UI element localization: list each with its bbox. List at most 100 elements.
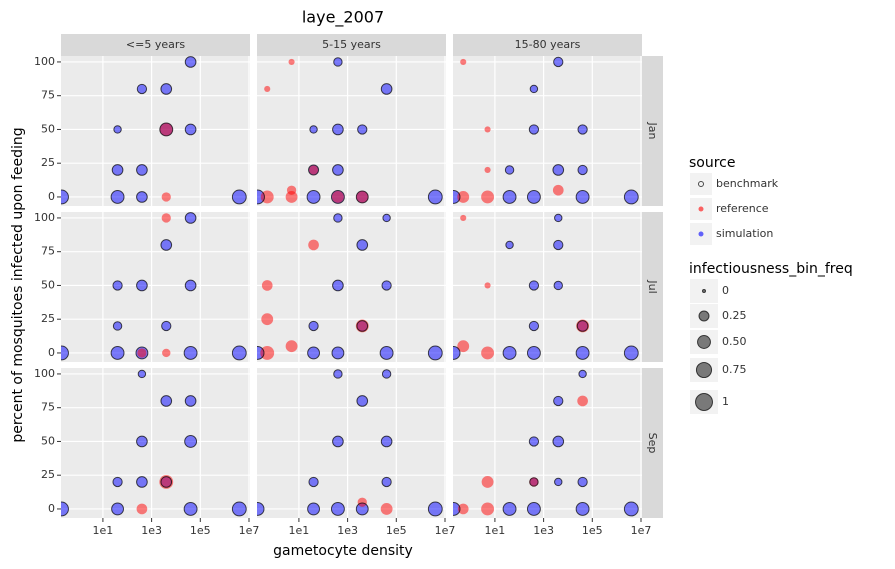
facet-strip: [61, 34, 250, 56]
point: [355, 319, 369, 333]
point: [576, 502, 590, 516]
point: [428, 502, 443, 516]
legend-key: [690, 173, 712, 195]
point: [136, 436, 148, 447]
point: [526, 346, 541, 360]
point: [333, 213, 343, 223]
point: [552, 164, 564, 176]
point: [502, 502, 517, 516]
point: [261, 313, 274, 326]
panel-background: [61, 56, 250, 206]
point: [185, 124, 196, 135]
point: [112, 477, 123, 487]
point: [185, 395, 196, 407]
point: [160, 83, 172, 95]
point: [357, 497, 367, 507]
point: [232, 502, 247, 516]
point: [356, 239, 369, 251]
x-tick-label: 1e5: [582, 524, 603, 537]
point: [504, 165, 515, 175]
point: [286, 185, 297, 195]
y-tick-label: 0: [48, 190, 55, 203]
point: [185, 56, 196, 68]
point: [623, 501, 639, 517]
point: [576, 346, 590, 360]
legend-label: 0.25: [722, 309, 747, 322]
point: [578, 370, 587, 378]
facet-label: 5-15 years: [322, 38, 381, 51]
point: [529, 477, 539, 487]
y-tick-label: 0: [48, 502, 55, 515]
point: [554, 478, 562, 486]
point: [528, 124, 540, 135]
chart-title: laye_2007: [302, 8, 384, 28]
point: [453, 190, 461, 204]
point: [285, 340, 298, 353]
point: [184, 346, 198, 360]
point: [427, 189, 443, 205]
point: [502, 190, 517, 204]
point: [135, 346, 149, 360]
point: [529, 321, 539, 331]
point: [528, 280, 540, 291]
point: [528, 436, 540, 447]
point: [381, 369, 392, 379]
point: [554, 281, 563, 290]
point: [307, 190, 321, 204]
point: [136, 191, 148, 203]
point: [453, 502, 461, 516]
point: [307, 346, 320, 360]
point: [113, 321, 122, 331]
point: [333, 369, 343, 379]
point: [356, 239, 368, 251]
point: [527, 190, 541, 204]
point: [185, 280, 196, 291]
point: [453, 190, 460, 204]
x-tick-label: 1e1: [485, 524, 506, 537]
point: [136, 280, 148, 291]
facet-label: 15-80 years: [515, 38, 581, 51]
legend-label: reference: [716, 202, 769, 215]
point: [160, 239, 173, 251]
facet-strip: [453, 34, 642, 56]
point: [333, 213, 343, 223]
point: [332, 124, 344, 135]
x-tick-label: 1e7: [435, 524, 456, 537]
point: [308, 320, 319, 332]
point: [285, 191, 298, 203]
point: [427, 345, 443, 361]
point: [231, 189, 247, 205]
y-tick-label: 100: [34, 55, 55, 68]
point: [526, 502, 541, 516]
point: [357, 124, 367, 135]
point: [333, 369, 343, 379]
point: [453, 346, 460, 360]
point: [577, 477, 588, 487]
x-tick-label: 1e3: [141, 524, 162, 537]
point: [332, 280, 344, 291]
point: [184, 212, 197, 224]
point: [137, 348, 147, 358]
point: [575, 502, 590, 516]
point: [111, 164, 124, 176]
point: [260, 346, 275, 360]
point: [307, 502, 320, 516]
point: [264, 85, 271, 93]
x-tick-label: 1e3: [337, 524, 358, 537]
point: [577, 476, 588, 488]
point: [502, 346, 517, 360]
point: [623, 189, 639, 205]
point: [481, 502, 495, 516]
y-tick-label: 75: [41, 401, 55, 414]
point: [382, 213, 391, 223]
point: [232, 346, 247, 360]
legend-label: 0: [722, 284, 729, 297]
point: [112, 321, 123, 331]
facet-strip: [642, 212, 663, 362]
point: [577, 124, 588, 135]
point: [381, 280, 392, 291]
point: [356, 503, 369, 515]
panel-background: [257, 56, 446, 206]
point: [505, 240, 514, 250]
point: [159, 122, 173, 136]
